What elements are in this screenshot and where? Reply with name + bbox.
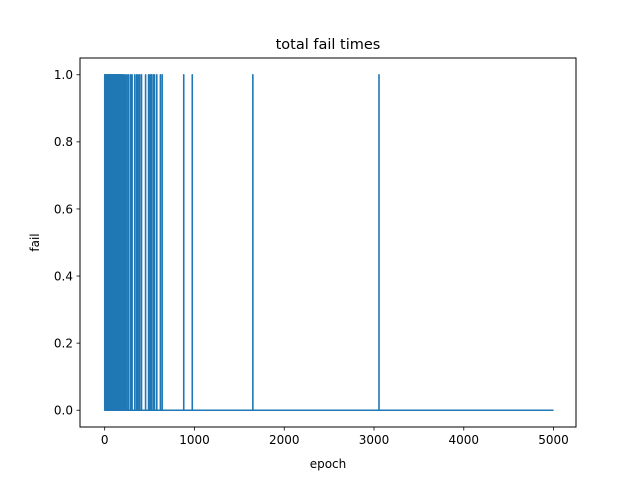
- x-axis-label: epoch: [310, 457, 347, 471]
- series-line-0: [103, 74, 554, 411]
- chart-title: total fail times: [276, 37, 381, 53]
- y-tick-label: 0.6: [54, 202, 73, 216]
- x-tick-label: 1000: [179, 433, 210, 447]
- y-tick-label: 0.2: [54, 336, 73, 350]
- x-tick-label: 0: [101, 433, 109, 447]
- x-axis-ticks: 0 1000 2000 3000 4000 5000: [101, 427, 569, 447]
- series-layer: [103, 74, 554, 411]
- x-tick-label: 5000: [538, 433, 569, 447]
- y-tick-label: 0.0: [54, 404, 73, 418]
- y-tick-label: 0.4: [54, 269, 73, 283]
- y-tick-label: 0.8: [54, 135, 73, 149]
- y-axis-label: fail: [28, 233, 42, 251]
- x-tick-label: 2000: [269, 433, 300, 447]
- y-axis-ticks: 0.0 0.2 0.4 0.6 0.8 1.0: [54, 68, 80, 418]
- plot-frame: [79, 57, 577, 428]
- y-tick-label: 1.0: [54, 68, 73, 82]
- x-tick-label: 3000: [359, 433, 390, 447]
- x-tick-label: 4000: [449, 433, 480, 447]
